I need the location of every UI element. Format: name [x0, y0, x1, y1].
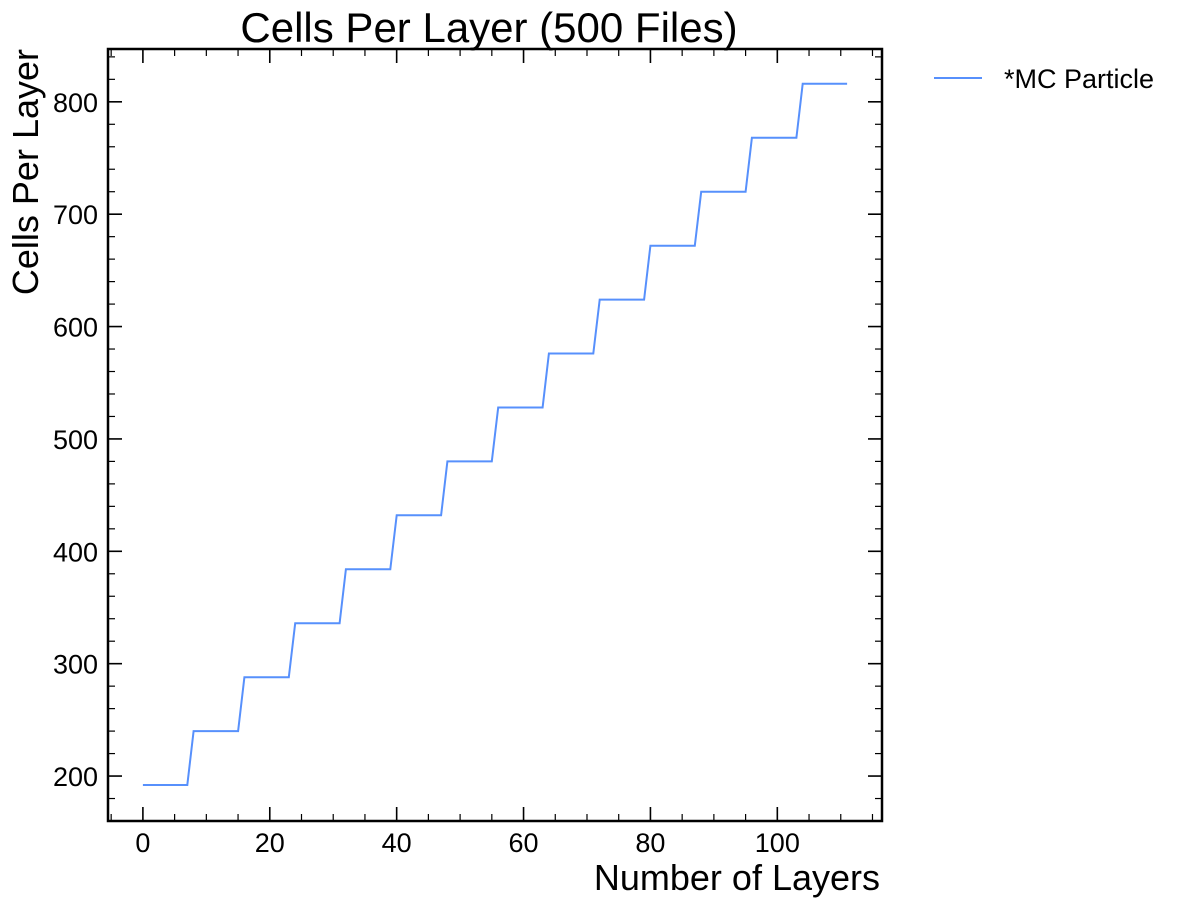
y-tick-label: 600 [53, 313, 98, 343]
series-line [142, 82, 848, 786]
x-tick-label: 100 [755, 828, 800, 858]
x-tick-labels: 0 20 40 60 80 100 [135, 828, 799, 858]
x-tick-label: 60 [509, 828, 539, 858]
y-tick-label: 400 [53, 537, 98, 567]
x-axis-title: Number of Layers [594, 857, 880, 898]
y-tick-label: 300 [53, 650, 98, 680]
series-lines [142, 82, 848, 786]
y-tick-label: 800 [53, 88, 98, 118]
y-tick-label: 200 [53, 762, 98, 792]
legend-label: *MC Particle [1004, 64, 1154, 94]
x-tick-label: 80 [635, 828, 665, 858]
y-axis-title: Cells Per Layer [5, 49, 46, 295]
x-tick-label: 0 [135, 828, 150, 858]
y-tick-label: 700 [53, 200, 98, 230]
x-tick-label: 40 [382, 828, 412, 858]
legend: *MC Particle [934, 64, 1154, 94]
x-tick-label: 20 [255, 828, 285, 858]
plot-frame [106, 47, 884, 823]
y-tick-label: 500 [53, 425, 98, 455]
chart-title: Cells Per Layer (500 Files) [240, 4, 737, 51]
y-tick-labels: 200 300 400 500 600 700 800 [53, 88, 98, 792]
